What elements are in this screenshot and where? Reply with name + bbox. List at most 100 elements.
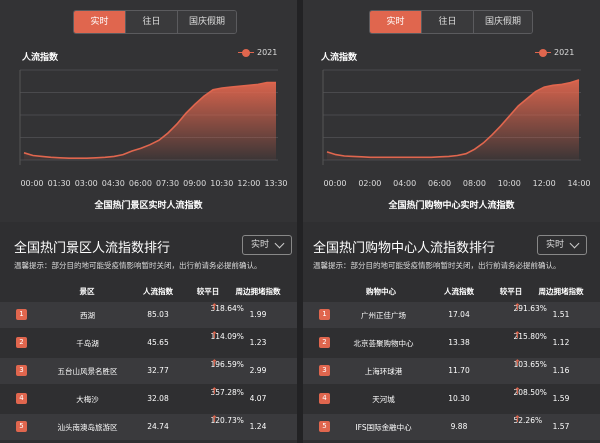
table-header: 景区 人流指数 较平日 周边拥堵指数 — [0, 280, 297, 302]
scenic-chart-card: 实时 往日 国庆假期 人流指数 2021 00:00 01:30 03:00 04:3… — [0, 0, 297, 222]
rank-badge: 1 — [16, 309, 27, 320]
row-jam: 1.23 — [249, 338, 267, 347]
header-pct: 较平日 — [196, 287, 220, 296]
header-jam: 周边拥堵指数 — [538, 287, 584, 296]
chart-title: 人流指数 — [22, 53, 59, 63]
pct-value: 291.63% — [513, 303, 547, 313]
row-name: 天河城 — [372, 395, 395, 404]
row-name: 西湖 — [80, 311, 95, 320]
rank-badge: 2 — [16, 337, 27, 348]
row-jam: 2.99 — [249, 366, 267, 375]
ranking-title: 全国热门景区人流指数排行 — [14, 241, 171, 256]
x-tick-label: 04:00 — [393, 179, 416, 188]
rank-badge: 5 — [319, 421, 330, 432]
notice-text: 温馨提示：部分目的地可能受疫情影响暂时关闭，出行前请务必提前确认。 — [313, 261, 561, 270]
mall-flow-chart[interactable]: 00:00 02:00 04:00 06:00 08:00 10:00 12:00 14:00 — [303, 60, 600, 190]
x-tick-label: 01:30 — [48, 179, 71, 188]
row-jam: 1.57 — [552, 422, 570, 431]
tab-national-day[interactable]: 国庆假期 — [474, 11, 532, 33]
pct-value: 208.50% — [513, 387, 547, 397]
legend-marker-icon — [535, 48, 551, 57]
table-row[interactable]: 5 IFS国际金融中心 9.88 52.26% ↑ 1.57 — [303, 414, 600, 440]
x-tick-label: 02:00 — [358, 179, 381, 188]
rank-badge: 3 — [16, 365, 27, 376]
chart-legend[interactable]: 2021 — [238, 48, 277, 57]
table-row[interactable]: 3 五台山风景名胜区 32.77 196.59% ↑ 2.99 — [0, 358, 297, 384]
pct-value: 103.65% — [513, 359, 547, 369]
scenic-flow-chart[interactable]: 00:00 01:30 03:00 04:30 06:00 07:30 09:00 10:30… — [0, 60, 297, 190]
dropdown-value: 实时 — [251, 240, 270, 250]
chart-legend[interactable]: 2021 — [535, 48, 574, 57]
pct-value: 215.80% — [513, 331, 547, 341]
rank-badge: 2 — [319, 337, 330, 348]
row-jam: 1.99 — [249, 310, 267, 319]
table-row[interactable]: 1 西湖 85.03 318.64% ↑ 1.99 — [0, 302, 297, 328]
pct-value: 114.09% — [210, 331, 244, 341]
table-row[interactable]: 2 北京荟聚购物中心 13.38 215.80% ↑ 1.12 — [303, 330, 600, 356]
legend-label: 2021 — [257, 48, 278, 57]
period-dropdown[interactable]: 实时 — [242, 235, 292, 255]
table-row[interactable]: 4 天河城 10.30 208.50% ↑ 1.59 — [303, 386, 600, 412]
pct-value: 357.28% — [210, 387, 244, 397]
row-jam: 1.24 — [249, 422, 267, 431]
rank-badge: 4 — [16, 393, 27, 404]
legend-marker-icon — [238, 48, 254, 57]
row-name: IFS国际金融中心 — [355, 423, 412, 432]
x-tick-label: 08:00 — [463, 179, 486, 188]
x-tick-label: 13:30 — [264, 179, 287, 188]
header-index: 人流指数 — [143, 287, 173, 296]
x-tick-label: 00:00 — [323, 179, 346, 188]
chart-caption: 全国热门购物中心实时人流指数 — [388, 201, 515, 211]
row-index: 32.08 — [147, 394, 169, 403]
table-row[interactable]: 4 大梅沙 32.08 357.28% ↑ 4.07 — [0, 386, 297, 412]
x-tick-label: 14:00 — [567, 179, 590, 188]
arrow-up-icon: ↑ — [513, 387, 522, 397]
mall-ranking: 全国热门购物中心人流指数排行 实时 温馨提示：部分目的地可能受疫情影响暂时关闭，… — [303, 222, 600, 443]
tab-past[interactable]: 往日 — [422, 11, 474, 33]
notice-text: 温馨提示：部分目的地可能受疫情影响暂时关闭，出行前请务必提前确认。 — [14, 261, 262, 270]
header-jam: 周边拥堵指数 — [235, 287, 281, 296]
chart-caption: 全国热门景区实时人流指数 — [94, 201, 203, 211]
legend-label: 2021 — [554, 48, 575, 57]
pct-value: 196.59% — [210, 359, 244, 369]
table-row[interactable]: 5 汕头南澳岛旅游区 24.74 120.73% ↑ 1.24 — [0, 414, 297, 440]
series-line — [23, 81, 276, 159]
mall-chart-card: 实时 往日 国庆假期 人流指数 2021 00:00 02:00 04:00 06:0… — [303, 0, 600, 222]
arrow-up-icon: ↑ — [513, 415, 522, 425]
rank-badge: 5 — [16, 421, 27, 432]
pct-value: 120.73% — [210, 415, 244, 425]
arrow-up-icon: ↑ — [210, 415, 219, 425]
row-index: 13.38 — [448, 338, 470, 347]
row-index: 45.65 — [147, 338, 169, 347]
mall-panel: 实时 往日 国庆假期 人流指数 2021 00:00 02:00 04:00 06:0… — [303, 0, 600, 443]
pct-value: 318.64% — [210, 303, 244, 313]
row-index: 85.03 — [147, 310, 169, 319]
time-tab-group: 实时 往日 国庆假期 — [73, 10, 237, 34]
chevron-down-icon — [274, 238, 285, 249]
tab-realtime[interactable]: 实时 — [370, 11, 422, 33]
x-tick-label: 12:00 — [237, 179, 260, 188]
tab-past[interactable]: 往日 — [126, 11, 178, 33]
x-tick-label: 10:30 — [210, 179, 233, 188]
arrow-up-icon: ↑ — [210, 387, 219, 397]
scenic-ranking: 全国热门景区人流指数排行 实时 温馨提示：部分目的地可能受疫情影响暂时关闭，出行… — [0, 222, 297, 443]
row-jam: 1.51 — [552, 310, 570, 319]
panel-divider — [297, 0, 303, 443]
tab-realtime[interactable]: 实时 — [74, 11, 126, 33]
arrow-up-icon: ↑ — [513, 331, 522, 341]
period-dropdown[interactable]: 实时 — [537, 235, 587, 255]
rank-badge: 1 — [319, 309, 330, 320]
tab-national-day[interactable]: 国庆假期 — [178, 11, 236, 33]
row-name: 千岛湖 — [76, 339, 99, 348]
arrow-up-icon: ↑ — [210, 303, 219, 313]
table-row[interactable]: 1 广州正佳广场 17.04 291.63% ↑ 1.51 — [303, 302, 600, 328]
x-tick-label: 12:00 — [533, 179, 556, 188]
x-tick-label: 10:00 — [498, 179, 521, 188]
table-header: 购物中心 人流指数 较平日 周边拥堵指数 — [303, 280, 600, 302]
scenic-panel: 实时 往日 国庆假期 人流指数 2021 00:00 01:30 03:00 04:3… — [0, 0, 297, 443]
table-row[interactable]: 3 上海环球港 11.70 103.65% ↑ 1.16 — [303, 358, 600, 384]
arrow-up-icon: ↑ — [210, 331, 219, 341]
arrow-up-icon: ↑ — [513, 303, 522, 313]
row-index: 24.74 — [147, 422, 169, 431]
table-row[interactable]: 2 千岛湖 45.65 114.09% ↑ 1.23 — [0, 330, 297, 356]
